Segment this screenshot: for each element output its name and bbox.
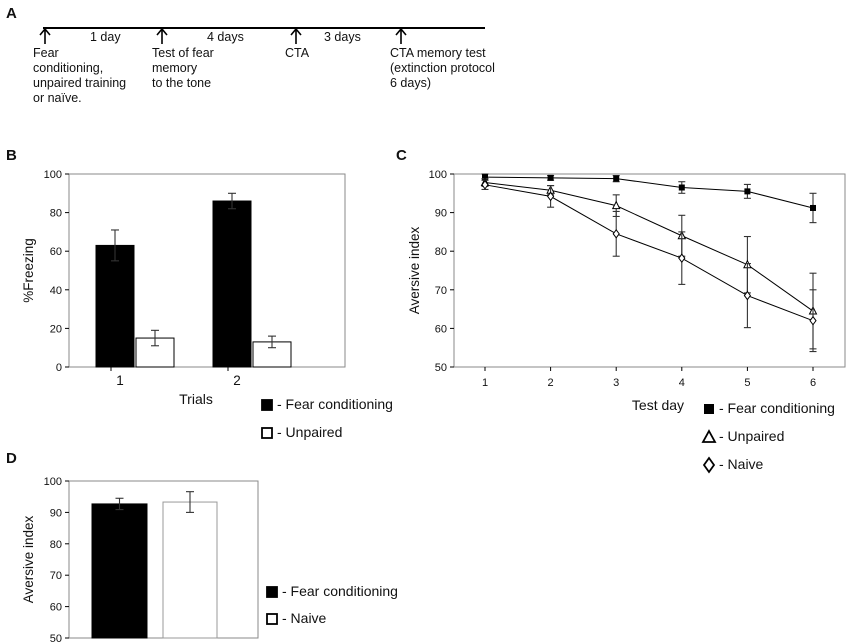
event-1-line: or naïve. [33, 91, 82, 105]
y-tick-label: 50 [50, 633, 62, 642]
y-tick-label: 60 [50, 602, 62, 614]
legend-label: - Fear conditioning [277, 396, 393, 412]
y-tick-label: 50 [435, 362, 447, 374]
data-point [613, 175, 620, 182]
interval-1-label: 1 day [90, 30, 121, 44]
y-tick-label: 80 [50, 539, 62, 551]
event-2-line: to the tone [152, 76, 211, 90]
series-line [484, 181, 814, 312]
data-point [743, 290, 752, 301]
event-1-arrow-icon [39, 27, 51, 44]
x-tick-label: 5 [744, 377, 750, 389]
data-point [547, 174, 554, 181]
data-point [611, 200, 621, 210]
panel-d-letter: D [6, 450, 17, 467]
legend-marker [701, 429, 717, 443]
event-2-line: Test of fear [152, 46, 214, 60]
data-point [809, 315, 817, 326]
data-point [612, 228, 620, 239]
x-axis-label: Trials [179, 391, 213, 407]
freezing-bar-chart: 0 20 40 60 80 100 %Freezing 1 2 Trials - Fear cond… [21, 169, 393, 440]
x-axis-label: Test day [632, 397, 684, 413]
event-2-label: Test of fear memory to the tone [152, 46, 214, 90]
data-point [810, 204, 816, 211]
legend-swatch [266, 586, 278, 598]
aversive-index-line-chart: 50 60 70 80 90 100 Aversive index 1 2 3 4 5 6 Test da… [407, 169, 846, 474]
legend-swatch [266, 613, 278, 625]
y-tick-label: 40 [50, 285, 62, 297]
event-4-arrow-icon [395, 27, 407, 44]
interval-2-label: 4 days [207, 30, 244, 44]
y-tick-label: 60 [50, 246, 62, 258]
plot-frame [453, 173, 846, 368]
bar [162, 501, 218, 639]
legend-swatch [261, 399, 273, 411]
panel-a-letter: A [6, 5, 17, 22]
event-2-arrow-icon [156, 27, 168, 44]
data-point [744, 188, 751, 195]
y-axis-label: %Freezing [21, 238, 36, 303]
event-3-label: CTA [285, 46, 310, 60]
event-4-line: CTA memory test [390, 46, 486, 60]
x-tick-label: 2 [233, 373, 241, 388]
bar [95, 244, 135, 368]
legend-label: - Fear conditioning [719, 400, 835, 416]
event-1-label: Fear conditioning, unpaired training or … [33, 46, 126, 105]
y-tick-label: 70 [435, 285, 447, 297]
y-tick-label: 0 [56, 362, 62, 374]
y-tick-label: 100 [44, 169, 62, 181]
event-1-line: unpaired training [33, 76, 126, 90]
x-tick-label: 4 [679, 377, 685, 389]
panel-a: A 1 day 4 days 3 days Fear conditioning,… [6, 5, 495, 105]
y-tick-label: 90 [435, 208, 447, 220]
x-tick-label: 3 [613, 377, 619, 389]
event-3-arrow-icon [290, 27, 302, 44]
data-point [678, 253, 686, 263]
x-tick-label: 1 [116, 373, 124, 388]
y-tick-label: 100 [429, 169, 447, 181]
series-line [484, 176, 814, 209]
panel-b-letter: B [6, 147, 17, 164]
data-point [481, 179, 489, 190]
legend-marker [702, 456, 716, 474]
aversive-index-bar-chart: 50 60 70 80 90 100 Aversive index - Fear condit… [21, 476, 398, 642]
legend-marker [704, 404, 714, 414]
event-1-line: Fear [33, 46, 59, 60]
legend-label: - Unpaired [277, 424, 342, 440]
legend-swatch [261, 427, 273, 439]
y-tick-label: 80 [435, 246, 447, 258]
timeline-arrows [39, 27, 407, 44]
y-tick-label: 70 [50, 570, 62, 582]
y-tick-label: 60 [435, 323, 447, 335]
y-tick-label: 90 [50, 507, 62, 519]
legend-label: - Unpaired [719, 428, 784, 444]
legend-label: - Naive [282, 610, 327, 626]
x-tick-label: 1 [482, 377, 488, 389]
y-axis-label: Aversive index [21, 515, 36, 603]
event-4-line: 6 days) [390, 76, 431, 90]
bar [212, 200, 252, 368]
bar [91, 503, 148, 639]
x-tick-label: 6 [810, 377, 816, 389]
x-tick-label: 2 [548, 377, 554, 389]
event-1-line: conditioning, [33, 61, 103, 75]
event-3-line: CTA [285, 46, 310, 60]
data-point [678, 184, 685, 191]
legend-label: - Naive [719, 456, 764, 472]
panel-c-letter: C [396, 147, 407, 164]
y-axis-label: Aversive index [407, 226, 422, 314]
interval-3-label: 3 days [324, 30, 361, 44]
legend-label: - Fear conditioning [282, 583, 398, 599]
y-tick-label: 80 [50, 208, 62, 220]
event-4-label: CTA memory test (extinction protocol 6 d… [390, 46, 495, 90]
event-4-line: (extinction protocol [390, 61, 495, 75]
y-tick-label: 20 [50, 323, 62, 335]
data-point [482, 174, 488, 181]
y-tick-label: 100 [44, 476, 62, 488]
series-line [484, 184, 814, 322]
event-2-line: memory [152, 61, 198, 75]
data-point [546, 191, 555, 202]
